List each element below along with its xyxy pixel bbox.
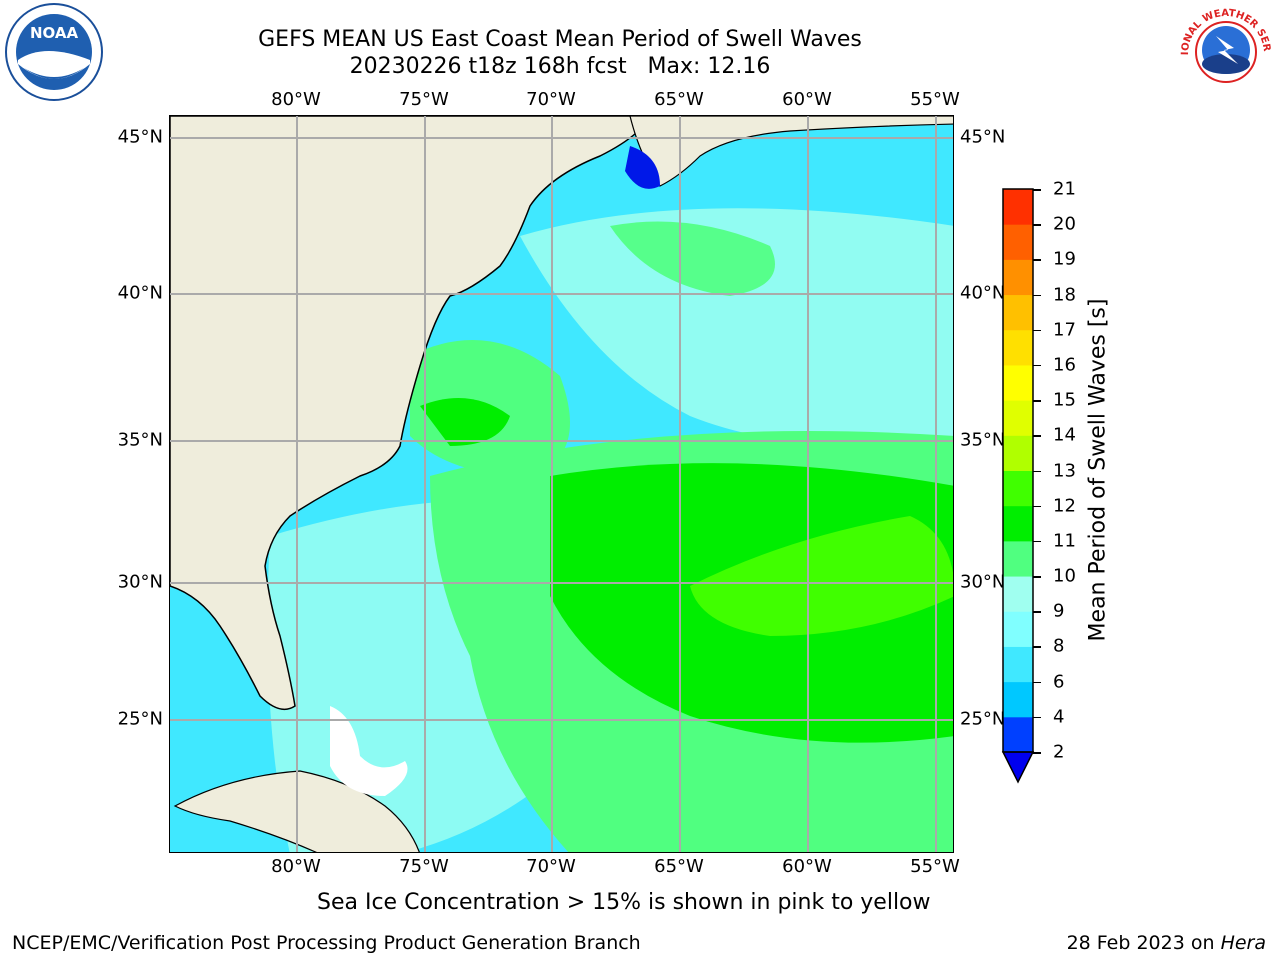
colorbar-segment [1003, 189, 1033, 225]
chart-subtitle: 20230226 t18z 168h fcst Max: 12.16 [349, 54, 771, 79]
colorbar-segment [1003, 681, 1033, 718]
colorbar-tick-label: 16 [1053, 354, 1076, 376]
footer-host: Hera [1220, 932, 1266, 954]
colorbar-tick-label: 9 [1053, 600, 1065, 622]
nws-logo: NATIONAL WEATHER SERVICE [1172, 0, 1276, 102]
footer-date: 28 Feb 2023 on [1066, 932, 1221, 954]
colorbar-tick-mark [1033, 224, 1041, 226]
colorbar-segment [1003, 329, 1033, 366]
colorbar-tick-mark [1033, 435, 1041, 437]
colorbar-tick-label: 13 [1053, 460, 1076, 481]
lat-tick-right: 25°N [960, 708, 1006, 730]
noaa-logo: NOAA [4, 2, 104, 102]
colorbar-tick-label: 19 [1053, 248, 1076, 270]
colorbar-tick-mark [1033, 681, 1041, 684]
colorbar-tick-mark [1033, 189, 1041, 191]
colorbar-tick-mark [1033, 364, 1041, 367]
footer-right: 28 Feb 2023 on Hera [1067, 932, 1266, 954]
colorbar-tick-mark [1033, 400, 1041, 402]
lon-tick-top: 70°W [526, 89, 576, 110]
colorbar-tick-mark [1033, 576, 1041, 578]
colorbar-segment [1003, 400, 1033, 436]
colorbar-tick-mark [1033, 540, 1041, 543]
colorbar-tick-mark [1033, 259, 1041, 261]
lat-tick-right: 40°N [960, 282, 1006, 304]
colorbar-tick-label: 14 [1053, 424, 1076, 446]
sea-ice-caption: Sea Ice Concentration > 15% is shown in … [317, 890, 931, 915]
colorbar-segment [1003, 611, 1033, 647]
colorbar-segment [1003, 470, 1033, 507]
lon-tick-bottom: 55°W [910, 856, 960, 877]
lat-tick-left: 30°N [117, 571, 163, 593]
colorbar-tick-label: 6 [1053, 671, 1065, 693]
map-canvas [170, 116, 953, 852]
colorbar-tick-label: 4 [1053, 706, 1065, 728]
colorbar-tick-label: 18 [1053, 284, 1076, 306]
swell-band-11-12 [690, 516, 953, 636]
colorbar-segment [1003, 224, 1033, 260]
footer-left: NCEP/EMC/Verification Post Processing Pr… [12, 932, 641, 954]
colorbar-segment [1003, 435, 1033, 471]
lon-tick-top: 65°W [654, 89, 704, 110]
colorbar-tick-mark [1033, 752, 1041, 754]
lat-tick-right: 45°N [960, 126, 1006, 148]
lon-tick-top: 60°W [782, 89, 832, 110]
swell-band-under-2 [625, 146, 660, 189]
colorbar-tick-label: 2 [1053, 741, 1065, 763]
noaa-logo-text: NOAA [30, 24, 79, 42]
colorbar-tick-label: 11 [1053, 530, 1076, 552]
lon-tick-bottom: 70°W [526, 856, 576, 877]
colorbar-tick-mark [1033, 716, 1041, 719]
lon-tick-bottom: 65°W [654, 856, 704, 877]
lat-tick-right: 30°N [960, 571, 1006, 593]
map-graticule [170, 116, 953, 852]
lon-tick-bottom: 60°W [782, 856, 832, 877]
lon-tick-bottom: 80°W [271, 856, 321, 877]
colorbar-segment [1003, 259, 1033, 296]
map-panel [169, 115, 954, 853]
land-us-east-coast [170, 116, 651, 711]
swell-band-8-9 [520, 208, 953, 448]
lon-tick-bottom: 75°W [399, 856, 449, 877]
colorbar-label: Mean Period of Swell Waves [s] [1085, 298, 1111, 642]
colorbar-tick-mark [1033, 505, 1041, 508]
colorbar [1001, 188, 1035, 784]
colorbar-under-arrow [1001, 751, 1035, 784]
colorbar-tick-mark [1033, 294, 1041, 297]
lat-tick-right: 35°N [960, 429, 1006, 451]
lon-tick-top: 55°W [910, 89, 960, 110]
colorbar-segment [1003, 364, 1033, 401]
colorbar-segment [1003, 576, 1033, 612]
chart-title: GEFS MEAN US East Coast Mean Period of S… [258, 27, 862, 52]
lat-tick-left: 35°N [117, 429, 163, 451]
swell-band-9-10 [610, 221, 775, 296]
colorbar-segment [1003, 540, 1033, 577]
colorbar-tick-label: 12 [1053, 495, 1076, 517]
lat-tick-left: 40°N [117, 282, 163, 304]
colorbar-segment [1003, 716, 1033, 753]
colorbar-tick-label: 20 [1053, 213, 1076, 235]
colorbar-tick-mark [1033, 470, 1041, 472]
colorbar-tick-mark [1033, 646, 1041, 648]
colorbar-tick-mark [1033, 329, 1041, 332]
colorbar-segment [1003, 294, 1033, 331]
lat-tick-left: 25°N [117, 708, 163, 730]
colorbar-segment [1003, 505, 1033, 542]
colorbar-tick-label: 21 [1053, 178, 1076, 200]
colorbar-tick-label: 17 [1053, 319, 1076, 341]
colorbar-tick-mark [1033, 611, 1041, 613]
bahamas-no-data [330, 706, 408, 796]
colorbar-tick-label: 8 [1053, 635, 1065, 657]
colorbar-tick-label: 15 [1053, 389, 1076, 411]
colorbar-tick-label: 10 [1053, 565, 1076, 587]
lon-tick-top: 80°W [271, 89, 321, 110]
lat-tick-left: 45°N [117, 126, 163, 148]
lon-tick-top: 75°W [399, 89, 449, 110]
swell-band-10-11 [420, 398, 510, 446]
colorbar-segment [1003, 646, 1033, 683]
